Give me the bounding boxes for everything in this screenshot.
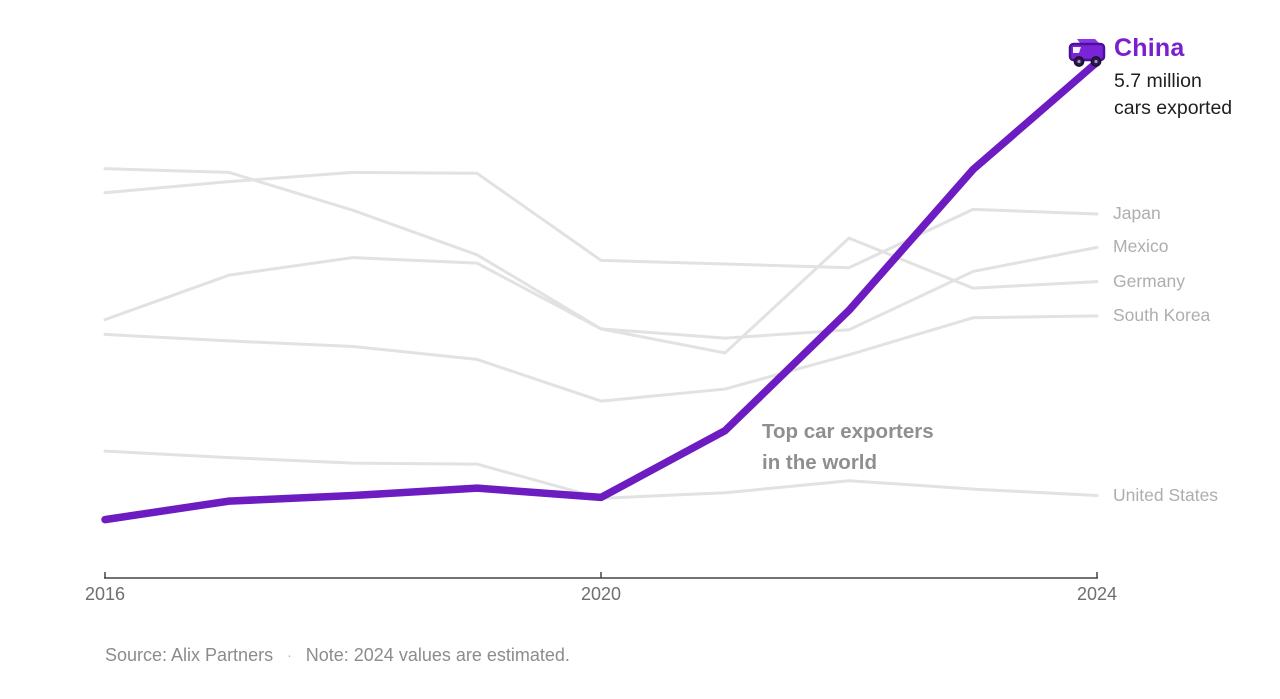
china-callout: China 5.7 million cars exported [1114, 34, 1274, 122]
series-label-united-states: United States [1113, 484, 1219, 505]
source-text: Source: Alix Partners [105, 645, 274, 665]
series-line-japan [103, 170, 1099, 270]
series-label-germany: Germany [1113, 270, 1185, 291]
series-line-united-states [103, 449, 1099, 500]
series-line-south-korea [103, 314, 1099, 403]
x-tick-label-2024: 2024 [1076, 584, 1118, 604]
china-value-line1: 5.7 million [1114, 70, 1202, 92]
source-note: Source: Alix Partners · Note: 2024 values … [105, 645, 570, 666]
x-tick-label-2020: 2020 [580, 584, 622, 604]
series-line-germany [103, 167, 1099, 355]
series-line-china [101, 58, 1101, 524]
series-label-japan: Japan [1113, 203, 1161, 224]
chart-title-annotation: Top car exporters in the world [762, 416, 934, 478]
note-text: Note: 2024 values are estimated. [305, 645, 570, 665]
car-icon [1068, 39, 1106, 67]
x-axis [104, 572, 1098, 579]
china-series-label: China [1114, 34, 1185, 62]
chart-title-line1: Top car exporters [762, 420, 934, 443]
chart-title-line2: in the world [762, 451, 878, 474]
series-label-south-korea: South Korea [1113, 304, 1211, 325]
source-separator: · [287, 647, 292, 663]
china-value-line2: cars exported [1114, 97, 1233, 119]
series-label-mexico: Mexico [1113, 236, 1169, 257]
x-tick-label-2016: 2016 [84, 584, 126, 604]
